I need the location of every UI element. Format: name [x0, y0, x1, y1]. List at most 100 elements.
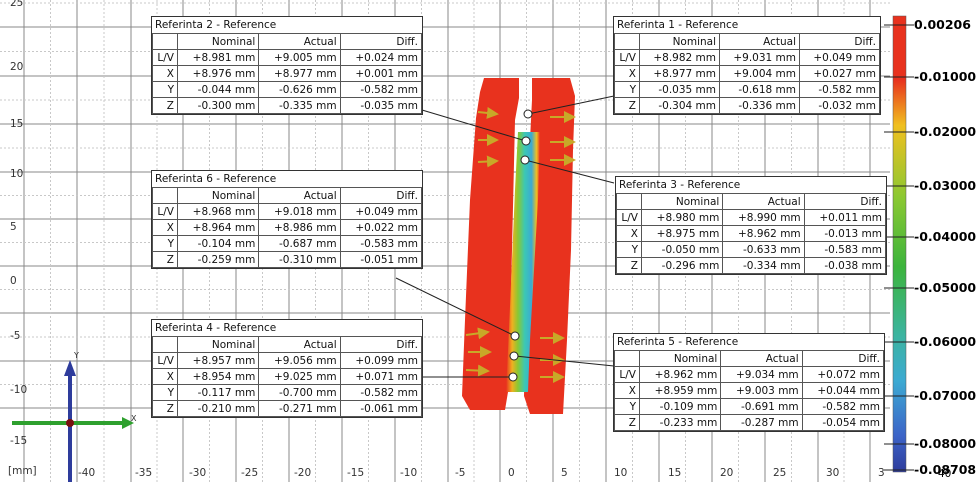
row-axis-label: L/V [614, 49, 640, 66]
row-axis-label: L/V [152, 49, 178, 66]
table-row: Y -0.035 mm -0.618 mm -0.582 mm [614, 81, 880, 98]
cell-actual: +9.056 mm [258, 352, 341, 369]
cell-diff: -0.582 mm [339, 81, 423, 98]
x-tick-label: -15 [347, 467, 364, 479]
column-header-diff: Diff. [339, 33, 423, 50]
table-row: L/V +8.957 mm +9.056 mm +0.099 mm [152, 352, 423, 369]
cell-nominal: +8.981 mm [176, 49, 260, 66]
table-row: X +8.959 mm +9.003 mm +0.044 mm [614, 382, 885, 399]
triad-x-label: X [131, 414, 137, 423]
table-row: L/V +8.981 mm +9.005 mm +0.024 mm [152, 49, 423, 66]
x-tick-label: 30 [826, 467, 839, 479]
color-scale-label: -0.03000 [914, 178, 976, 193]
cell-diff: +0.072 mm [801, 366, 885, 383]
x-tick-label: 3 [878, 467, 885, 479]
cell-nominal: -0.050 mm [640, 241, 724, 258]
cell-actual: +9.005 mm [258, 49, 341, 66]
ref-point-3 [520, 155, 530, 165]
reference-box[interactable]: Referinta 3 - Reference Nominal Actual Diff… [615, 176, 887, 275]
table-row: Z -0.304 mm -0.336 mm -0.032 mm [614, 97, 880, 114]
color-scale-label: -0.02000 [914, 124, 976, 139]
reference-box[interactable]: Referinta 4 - Reference Nominal Actual Diff… [151, 319, 423, 418]
cell-actual: -0.335 mm [258, 97, 341, 114]
cell-diff: -0.582 mm [801, 398, 885, 415]
reference-title: Referinta 6 - Reference [155, 173, 277, 185]
row-axis-label: Y [616, 241, 642, 258]
cell-actual: -0.691 mm [720, 398, 803, 415]
x-tick-label: 25 [773, 467, 786, 479]
x-tick-label: -20 [294, 467, 311, 479]
row-axis-label: L/V [616, 209, 642, 226]
cell-nominal: -0.296 mm [640, 257, 724, 274]
column-header-actual: Actual [258, 336, 341, 353]
table-row: X +8.964 mm +8.986 mm +0.022 mm [152, 219, 423, 236]
reference-title: Referinta 4 - Reference [155, 322, 277, 334]
x-tick-label: -5 [455, 467, 465, 479]
cell-nominal: -0.259 mm [176, 251, 260, 268]
column-header-diff: Diff. [339, 187, 423, 204]
axis-ticks: -40 -35 -30 -25 -20 -15 -10 -5 0 5 10 15 20 25 30 3 25 20… [10, 0, 885, 479]
reference-title: Referinta 5 - Reference [617, 336, 739, 348]
part-model[interactable] [462, 78, 575, 414]
cell-nominal: -0.117 mm [176, 384, 260, 401]
cell-nominal: -0.035 mm [639, 81, 720, 98]
cell-actual: +9.034 mm [720, 366, 803, 383]
ref-point-1 [523, 109, 533, 119]
cell-actual: -0.700 mm [258, 384, 341, 401]
cell-actual: -0.626 mm [258, 81, 341, 98]
cell-actual: +9.003 mm [720, 382, 803, 399]
cell-nominal: +8.975 mm [640, 225, 724, 242]
ref-point-4 [508, 372, 518, 382]
row-axis-label: Z [152, 251, 178, 268]
ref-point-5 [509, 351, 519, 361]
table-row: Z -0.233 mm -0.287 mm -0.054 mm [614, 414, 885, 431]
x-tick-label: 0 [508, 467, 515, 479]
table-row: X +8.976 mm +8.977 mm +0.001 mm [152, 65, 423, 82]
row-axis-label: Y [152, 384, 178, 401]
column-header-actual: Actual [258, 187, 341, 204]
column-header-nominal: Nominal [176, 33, 260, 50]
x-tick-label: 20 [720, 467, 733, 479]
cell-nominal: +8.957 mm [176, 352, 260, 369]
cell-actual: +8.962 mm [722, 225, 805, 242]
color-scale-label: -0.04000 [914, 229, 976, 244]
color-scale-label: -0.05000 [914, 280, 976, 295]
cell-actual: +8.977 mm [258, 65, 341, 82]
cell-diff: -0.032 mm [799, 97, 880, 114]
x-tick-label: -30 [189, 467, 206, 479]
left-plate [462, 78, 519, 410]
unit-label: [mm] [8, 465, 37, 477]
y-tick-label: -10 [10, 384, 27, 396]
cell-diff: -0.061 mm [339, 400, 423, 417]
cell-nominal: +8.968 mm [176, 203, 260, 220]
cell-diff: -0.035 mm [339, 97, 423, 114]
color-scale [884, 15, 914, 473]
color-scale-label: -0.01000 [914, 69, 976, 84]
y-tick-label: 5 [10, 221, 17, 233]
cell-nominal: -0.233 mm [638, 414, 722, 431]
cell-diff: +0.044 mm [801, 382, 885, 399]
row-axis-label: L/V [614, 366, 640, 383]
reference-box[interactable]: Referinta 1 - Reference Nominal Actual Diff… [613, 16, 881, 115]
cell-diff: +0.001 mm [339, 65, 423, 82]
cell-diff: +0.011 mm [803, 209, 887, 226]
cell-diff: +0.027 mm [799, 65, 880, 82]
reference-box[interactable]: Referinta 6 - Reference Nominal Actual Diff… [151, 170, 423, 269]
cell-diff: +0.049 mm [799, 49, 880, 66]
color-scale-label: -0.08708 [914, 462, 976, 477]
column-header-diff: Diff. [801, 350, 885, 367]
x-tick-label: -35 [135, 467, 152, 479]
cell-diff: +0.022 mm [339, 219, 423, 236]
cell-nominal: -0.300 mm [176, 97, 260, 114]
displacement-arrows [465, 106, 576, 383]
row-axis-label: Z [614, 97, 640, 114]
reference-box[interactable]: Referinta 2 - Reference Nominal Actual Diff… [151, 16, 423, 115]
cell-diff: -0.054 mm [801, 414, 885, 431]
reference-box[interactable]: Referinta 5 - Reference Nominal Actual Diff… [613, 333, 885, 432]
row-axis-label: L/V [152, 203, 178, 220]
ref-point-2 [521, 136, 531, 146]
cell-nominal: +8.964 mm [176, 219, 260, 236]
table-row: Y -0.104 mm -0.687 mm -0.583 mm [152, 235, 423, 252]
column-header-diff: Diff. [339, 336, 423, 353]
table-row: L/V +8.980 mm +8.990 mm +0.011 mm [616, 209, 887, 226]
